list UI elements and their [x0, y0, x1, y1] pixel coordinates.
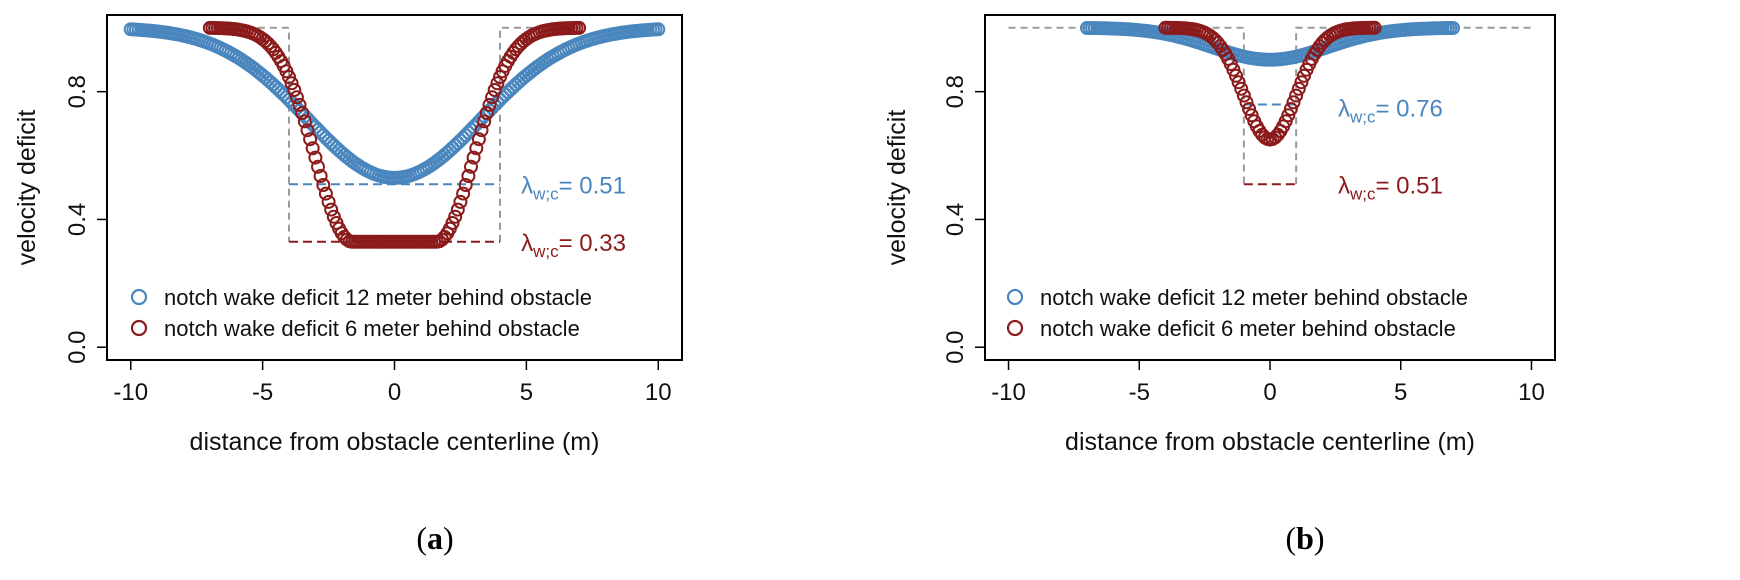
data-point [1229, 68, 1243, 83]
data-point [1239, 95, 1254, 110]
x-tick-label: 10 [645, 379, 672, 406]
legend-marker-red [130, 319, 148, 337]
data-point [326, 209, 341, 224]
legend-label: notch wake deficit 6 meter behind obstac… [164, 316, 580, 341]
data-point [461, 169, 476, 183]
x-axis-label: distance from obstacle centerline (m) [1065, 428, 1475, 456]
data-point [1234, 81, 1249, 96]
data-point [445, 216, 460, 230]
data-point [1367, 20, 1382, 35]
data-point [1236, 88, 1251, 103]
series-red [202, 20, 587, 249]
lambda-label-blue: λw;c= 0.76 [1338, 96, 1443, 127]
data-point [1291, 81, 1306, 96]
y-axis-label: velocity deficit [883, 110, 911, 266]
data-point [287, 83, 302, 97]
data-point [1283, 102, 1298, 116]
legend-label: notch wake deficit 12 meter behind obsta… [164, 285, 592, 310]
data-point [321, 194, 336, 209]
data-point [651, 22, 666, 37]
x-tick-label: 5 [1394, 379, 1407, 406]
data-point [453, 194, 468, 209]
data-point [487, 83, 502, 97]
y-tick-label: 0.4 [942, 203, 969, 236]
series-blue [123, 22, 666, 185]
x-axis-label: distance from obstacle centerline (m) [190, 428, 600, 456]
y-tick-label: 0.0 [942, 331, 969, 364]
data-point [1286, 95, 1301, 110]
data-point [1281, 108, 1296, 123]
data-point [572, 20, 587, 35]
series-red [1158, 20, 1382, 147]
y-tick-label: 0.4 [64, 203, 91, 236]
data-point [1446, 21, 1460, 35]
data-point [474, 123, 489, 138]
y-tick-label: 0.8 [64, 75, 91, 108]
data-point [1242, 102, 1257, 116]
chart-b: -10 -5 0 5 10 0.0 0.4 0.8 distance from obstacle… [883, 14, 1556, 456]
data-point [289, 90, 304, 105]
legend-marker-red [1006, 319, 1024, 337]
x-tick-label: -10 [113, 379, 148, 406]
data-point [490, 76, 505, 91]
data-point [482, 97, 497, 112]
x-tick-label: 0 [388, 379, 401, 406]
data-point [1294, 75, 1309, 90]
legend-marker-blue [1006, 288, 1024, 306]
caption-a: (a) [416, 520, 454, 556]
data-point [292, 97, 307, 112]
data-point [456, 186, 471, 201]
data-point [324, 202, 339, 217]
data-point [464, 159, 478, 174]
data-point [308, 150, 323, 165]
legend-label: notch wake deficit 12 meter behind obsta… [1040, 285, 1468, 310]
data-point [466, 150, 481, 165]
data-point [479, 106, 494, 120]
data-point [316, 178, 331, 192]
data-point [303, 132, 318, 147]
x-tick-label: 10 [1518, 379, 1545, 406]
lambda-label-red: λw;c= 0.33 [521, 230, 626, 261]
legend-label: notch wake deficit 6 meter behind obstac… [1040, 316, 1456, 341]
data-point [300, 123, 315, 138]
x-tick-label: 0 [1263, 379, 1276, 406]
data-point [471, 132, 486, 147]
x-tick-label: 5 [520, 379, 533, 406]
data-point [1231, 75, 1246, 90]
data-point [450, 202, 465, 217]
x-tick-label: -10 [991, 379, 1026, 406]
data-point [448, 209, 463, 224]
lambda-label-blue: λw;c= 0.51 [521, 172, 626, 203]
x-tick-label: -5 [1129, 379, 1150, 406]
data-point [311, 159, 325, 174]
data-point [305, 141, 320, 156]
series-blue [1080, 21, 1460, 67]
data-point [282, 70, 296, 84]
chart-a: -10 -5 0 5 10 0.0 0.4 0.8 distance from obstacle… [13, 14, 683, 456]
y-axis-label: velocity deficit [13, 110, 41, 266]
data-point [313, 169, 328, 183]
data-point [458, 178, 473, 192]
data-point [1289, 88, 1304, 103]
y-tick-label: 0.8 [942, 75, 969, 108]
data-point [284, 76, 299, 91]
data-point [297, 114, 312, 129]
data-point [469, 141, 484, 156]
data-point [477, 114, 492, 129]
lambda-label-red: λw;c= 0.51 [1338, 172, 1443, 203]
data-point [318, 186, 333, 201]
x-tick-label: -5 [252, 379, 273, 406]
panel-a: -10 -5 0 5 10 0.0 0.4 0.8 distance from obstacle… [13, 14, 683, 556]
panel-b: -10 -5 0 5 10 0.0 0.4 0.8 distance from obstacle… [870, 0, 1740, 580]
caption-b: (b) [1285, 520, 1325, 556]
legend-marker-blue [130, 288, 148, 306]
data-point [295, 106, 310, 120]
y-tick-label: 0.0 [64, 331, 91, 364]
data-point [485, 90, 500, 105]
